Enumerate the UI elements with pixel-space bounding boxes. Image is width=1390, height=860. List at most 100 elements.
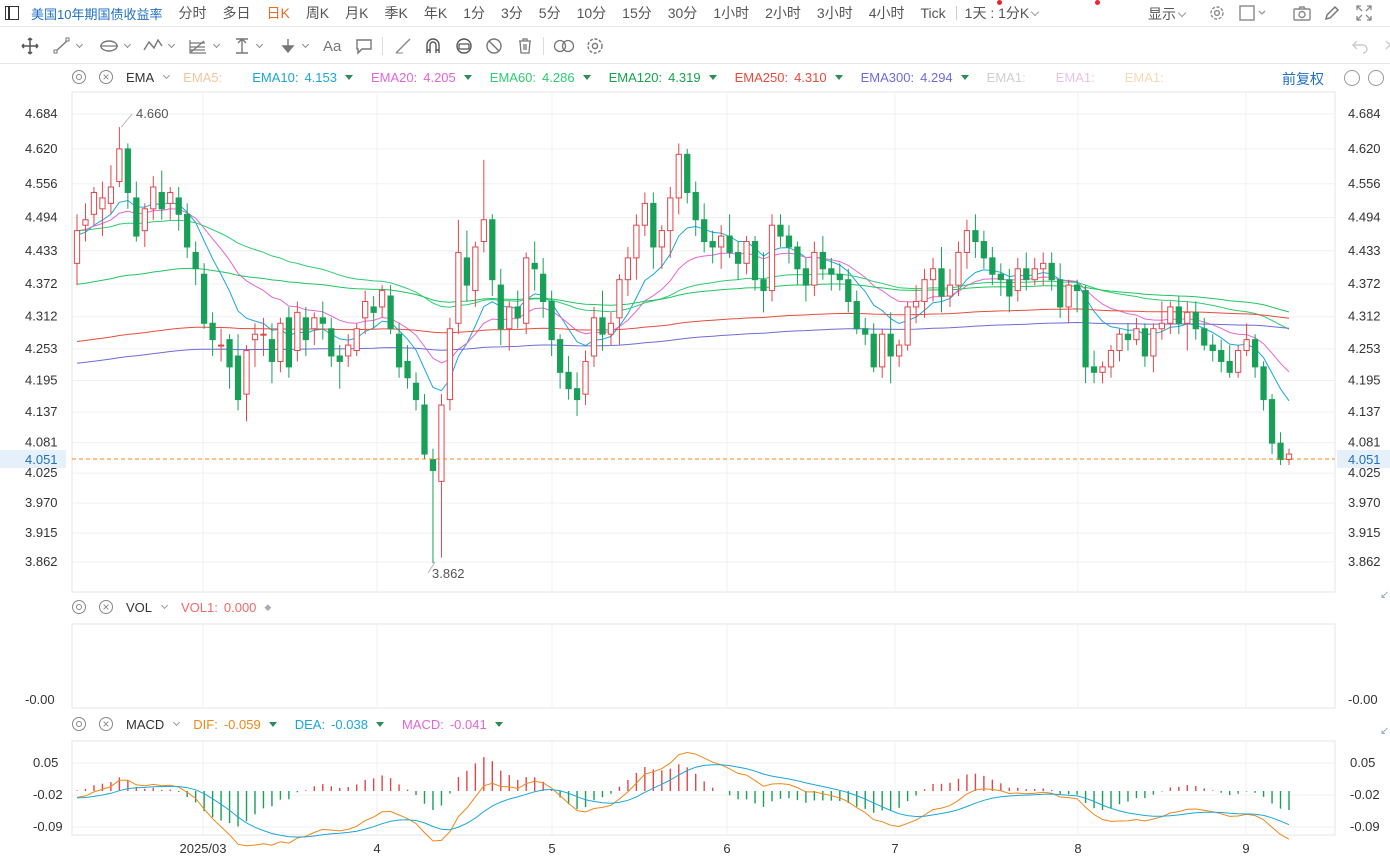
pencil-icon[interactable]	[1322, 4, 1342, 22]
period-tabs: 分时 多日 日K 周K 月K 季K 年K 1分 3分 5分 10分 15分 30分 1小时 2小时 3小时 4小…	[170, 3, 953, 23]
reset-icon[interactable]	[1344, 70, 1360, 86]
magnet-icon[interactable]	[423, 36, 443, 56]
period-tab[interactable]: 15分	[622, 5, 652, 21]
fib-tool-icon[interactable]	[187, 36, 221, 56]
indicator-close-icon[interactable]	[99, 600, 113, 614]
ema-legend-item[interactable]: EMA250: 4.310	[735, 70, 843, 85]
period-tab[interactable]: 周K	[305, 5, 330, 21]
period-tab[interactable]: 5分	[538, 5, 561, 21]
fullscreen-icon[interactable]	[1354, 4, 1374, 22]
candle-body	[870, 333, 877, 368]
sidebar-toggle-icon[interactable]	[5, 6, 19, 20]
indicator-settings-icon[interactable]	[72, 600, 86, 614]
candle-body	[692, 191, 699, 221]
ruler-icon[interactable]	[393, 36, 413, 56]
period-tab[interactable]: 日K	[266, 5, 290, 21]
macd-legend-item[interactable]: DIF: -0.059	[193, 717, 277, 732]
adjust-mode-button[interactable]: 前复权	[1282, 71, 1324, 87]
ema-legend-item[interactable]: EMA10: 4.153	[252, 70, 353, 85]
period-tab[interactable]: 4小时	[868, 5, 905, 21]
ema-legend-item[interactable]: EMA300: 4.294	[861, 70, 969, 85]
indicator-name[interactable]: MACD	[126, 716, 165, 732]
chevron-down-icon[interactable]	[160, 601, 169, 610]
measure-tool-icon[interactable]	[232, 36, 264, 56]
period-tab[interactable]: 月K	[345, 5, 369, 21]
trash-icon[interactable]	[515, 36, 535, 56]
ema-legend-item[interactable]: EMA1:	[987, 70, 1026, 85]
candle-body	[980, 241, 988, 259]
ema-legend-items: EMA5: EMA10: 4.153 EMA20: 4.205 EMA60: 4.286 EM…	[183, 70, 1194, 85]
period-tab[interactable]: 年K	[423, 5, 448, 21]
period-tab[interactable]: Tick	[920, 5, 946, 21]
ema-legend-item[interactable]: EMA120: 4.319	[609, 70, 717, 85]
link-icon[interactable]	[552, 36, 576, 56]
period-tab[interactable]: 30分	[667, 5, 698, 21]
layout-icon[interactable]	[1238, 4, 1268, 22]
caret-down-icon	[268, 721, 277, 727]
chevron-down-icon	[255, 40, 264, 49]
symbol-name[interactable]: 美国10年期国债收益率	[31, 6, 163, 22]
ema-legend-item[interactable]: EMA60: 4.286	[490, 70, 591, 85]
price-tick-left: 4.494	[25, 210, 58, 225]
gear-icon[interactable]	[585, 36, 605, 56]
macd-legend-items: DIF: -0.059 DEA: -0.038 MACD: -0.041	[193, 717, 520, 732]
current-price-label-left: 4.051	[25, 452, 58, 467]
candle-body	[1175, 306, 1182, 324]
price-tick-left: 4.372	[25, 276, 58, 291]
undo-icon[interactable]	[1350, 36, 1370, 56]
ema-legend-item[interactable]: EMA1:	[1125, 70, 1164, 85]
period-tab[interactable]: 3分	[500, 5, 523, 21]
comment-tool-icon[interactable]	[354, 36, 374, 56]
lock-icon[interactable]	[453, 36, 475, 56]
period-tab[interactable]: 2小时	[765, 5, 801, 21]
price-tick-right: 4.494	[1348, 210, 1381, 225]
cycle-tool-icon[interactable]	[98, 36, 132, 56]
indicator-name[interactable]: EMA	[126, 69, 155, 85]
period-tab[interactable]: 1分	[463, 5, 485, 21]
indicator-settings-icon[interactable]	[72, 70, 86, 84]
line-tool-icon[interactable]	[52, 36, 84, 56]
notification-dot	[1095, 0, 1100, 5]
macd-legend-item[interactable]: MACD: -0.041	[402, 717, 503, 732]
text-tool-icon[interactable]: Aa	[323, 37, 342, 55]
candle-body	[929, 268, 937, 281]
ema-legend-value: 4.294	[920, 69, 953, 85]
ema-legend-item[interactable]: EMA5:	[183, 70, 222, 85]
period-tab[interactable]: 10分	[576, 5, 607, 21]
candle-body	[167, 191, 174, 204]
vol-tick-right: -0.00	[1348, 692, 1378, 707]
minimize-icon[interactable]	[1368, 70, 1384, 86]
macd-legend-item[interactable]: DEA: -0.038	[295, 717, 384, 732]
candle-body	[175, 197, 182, 215]
candle-body	[684, 153, 691, 193]
wave-tool-icon[interactable]	[142, 36, 176, 56]
candle-body	[514, 306, 521, 319]
settings-icon[interactable]	[1207, 4, 1227, 22]
indicator-settings-icon[interactable]	[72, 717, 86, 731]
candle-body	[268, 339, 276, 362]
ema-legend-item[interactable]: EMA20: 4.205	[371, 70, 472, 85]
period-tab[interactable]: 分时	[178, 5, 207, 21]
indicator-name[interactable]: VOL	[126, 599, 153, 615]
redo-icon[interactable]	[1378, 36, 1390, 56]
indicator-close-icon[interactable]	[99, 717, 113, 731]
custom-period-dropdown[interactable]: 1天 : 1分K	[959, 3, 1045, 23]
period-tab[interactable]: 3小时	[816, 5, 853, 21]
chevron-down-icon[interactable]	[173, 718, 181, 727]
chevron-down-icon[interactable]	[163, 71, 171, 80]
diamond-icon: ◆	[264, 601, 272, 612]
display-dropdown[interactable]: 显示	[1142, 4, 1191, 24]
camera-icon[interactable]	[1292, 4, 1312, 22]
candle-body	[565, 371, 572, 390]
hide-icon[interactable]	[484, 36, 504, 56]
candle-body	[658, 230, 665, 248]
chevron-down-icon	[123, 40, 132, 49]
period-tab[interactable]: 1小时	[713, 5, 750, 21]
crosshair-icon[interactable]	[20, 36, 40, 56]
period-tab[interactable]: 多日	[222, 5, 251, 21]
arrow-down-icon[interactable]	[278, 36, 310, 56]
ema-legend-item[interactable]: EMA1:	[1056, 70, 1095, 85]
indicator-close-icon[interactable]	[99, 70, 113, 84]
price-tick-right: 4.556	[1348, 176, 1381, 191]
period-tab[interactable]: 季K	[384, 5, 408, 21]
